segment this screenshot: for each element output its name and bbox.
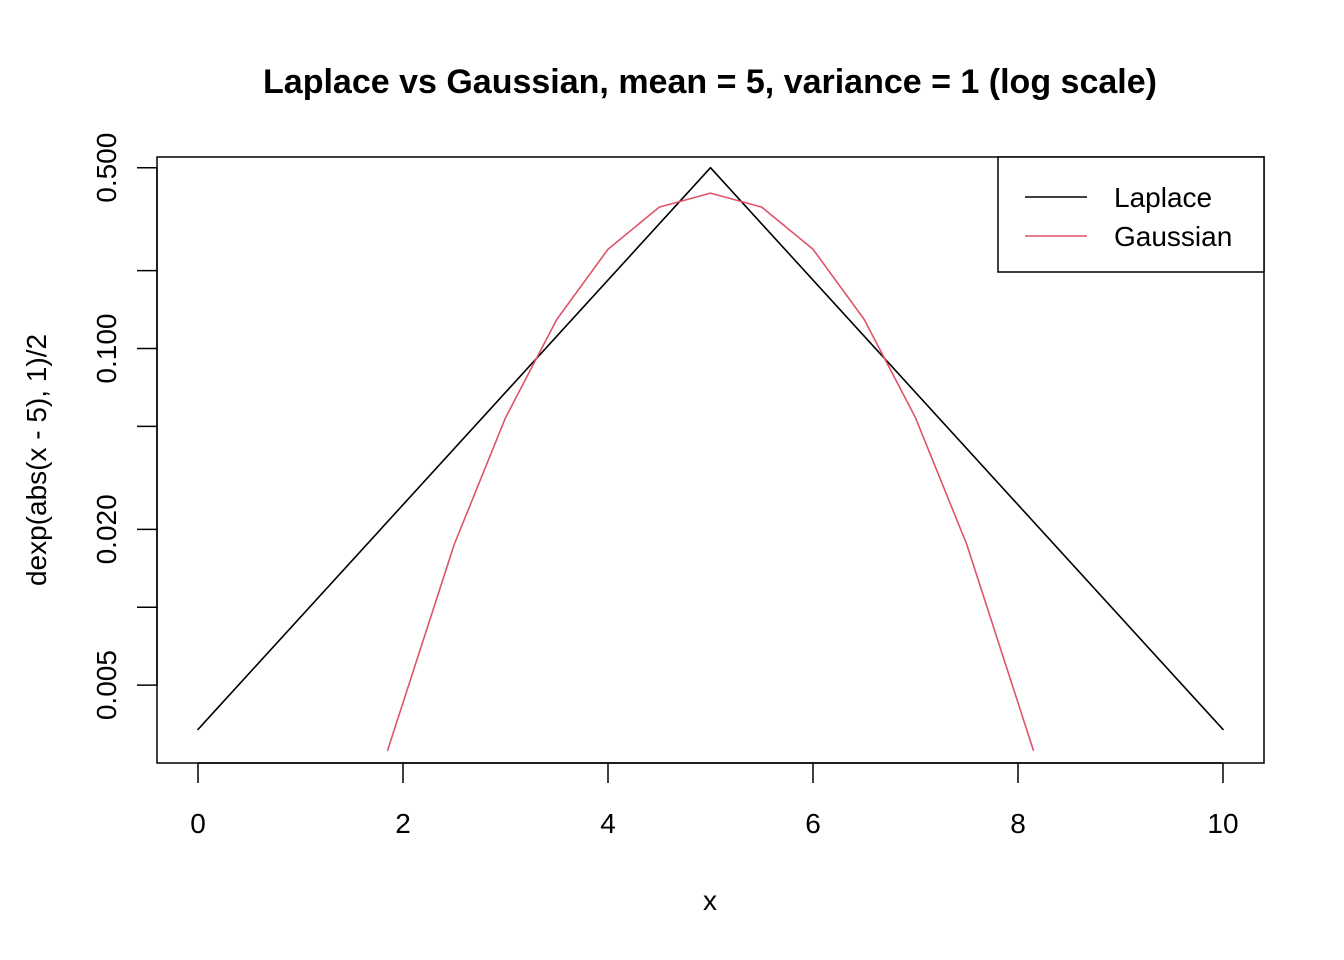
y-tick-label: 0.005 xyxy=(91,650,122,720)
legend: Laplace Gaussian xyxy=(997,156,1265,273)
y-axis-label: dexp(abs(x - 5), 1)/2 xyxy=(21,334,52,586)
y-axis: 0.005 0.020 0.100 0.500 xyxy=(91,133,158,720)
legend-label-gaussian: Gaussian xyxy=(1114,221,1232,252)
x-axis: 0 2 4 6 8 10 xyxy=(190,762,1239,839)
legend-label-laplace: Laplace xyxy=(1114,182,1212,213)
legend-box xyxy=(997,156,1265,273)
x-axis-label: x xyxy=(703,885,717,916)
series-line-gaussian xyxy=(386,192,1035,752)
y-tick-label: 0.020 xyxy=(91,494,122,564)
series-line-laplace xyxy=(197,166,1224,731)
y-tick-label: 0.500 xyxy=(91,133,122,203)
x-tick-label: 6 xyxy=(805,808,821,839)
x-tick-label: 0 xyxy=(190,808,206,839)
x-tick-label: 4 xyxy=(600,808,616,839)
x-tick-label: 2 xyxy=(395,808,411,839)
y-tick-label: 0.100 xyxy=(91,313,122,383)
series-layer xyxy=(197,166,1224,752)
x-tick-label: 10 xyxy=(1207,808,1238,839)
x-tick-label: 8 xyxy=(1010,808,1026,839)
chart-title: Laplace vs Gaussian, mean = 5, variance … xyxy=(263,63,1157,101)
